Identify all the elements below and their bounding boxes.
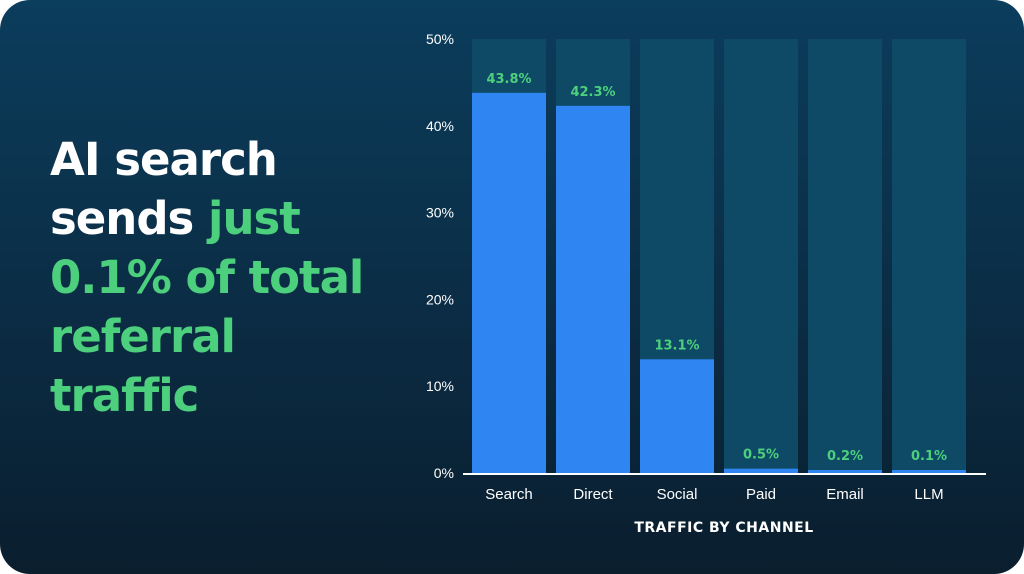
data-label-search: 43.8% <box>486 72 531 87</box>
x-tick-paid: Paid <box>746 486 776 503</box>
bar-direct <box>556 105 630 473</box>
headline-line-3: 0.1% of total <box>50 251 364 304</box>
data-label-paid: 0.5% <box>743 448 779 463</box>
headline-line-5: traffic <box>50 369 199 422</box>
x-tick-email: Email <box>826 486 864 503</box>
bar-email <box>808 470 882 473</box>
headline-line-2-white: sends <box>50 192 194 245</box>
bar-llm <box>892 470 966 473</box>
bars <box>472 92 966 473</box>
bar-search <box>472 92 546 473</box>
x-axis-label: TRAFFIC BY CHANNEL <box>634 520 813 536</box>
x-tick-direct: Direct <box>573 486 613 503</box>
bar-tracks <box>472 39 966 473</box>
y-tick-50: 50% <box>426 31 454 47</box>
bar-track-llm <box>892 39 966 473</box>
y-tick-20: 20% <box>426 291 454 307</box>
headline-line-1: AI search <box>50 133 278 186</box>
bar-social <box>640 359 714 473</box>
headline: AI search sends just 0.1% of total refer… <box>50 130 390 425</box>
y-tick-30: 30% <box>426 205 454 221</box>
bar-paid <box>724 468 798 473</box>
headline-line-2-green: just <box>208 192 301 245</box>
bar-track-paid <box>724 39 798 473</box>
x-tick-social: Social <box>657 486 698 503</box>
y-tick-10: 10% <box>426 378 454 394</box>
x-tick-search: Search <box>485 486 533 503</box>
data-label-llm: 0.1% <box>911 449 947 464</box>
y-axis-ticks: 0% 10% 20% 30% 40% 50% <box>426 31 454 481</box>
data-label-social: 13.1% <box>654 338 699 353</box>
data-label-email: 0.2% <box>827 449 863 464</box>
data-label-direct: 42.3% <box>570 85 615 100</box>
headline-line-4: referral <box>50 310 236 363</box>
x-tick-llm: LLM <box>914 486 943 503</box>
bar-track-email <box>808 39 882 473</box>
data-labels: 43.8% 42.3% 13.1% 0.5% 0.2% 0.1% <box>486 72 947 464</box>
y-tick-40: 40% <box>426 118 454 134</box>
y-tick-0: 0% <box>434 465 454 481</box>
x-axis-ticks: Search Direct Social Paid Email LLM <box>485 486 943 503</box>
